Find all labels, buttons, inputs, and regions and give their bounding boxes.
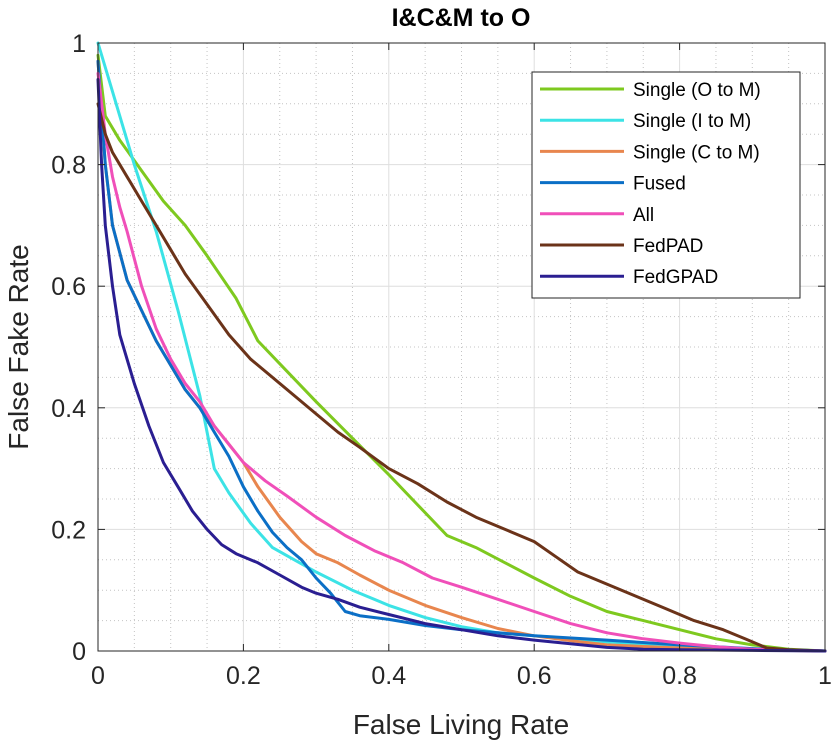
- legend-label-7: FedGPAD: [633, 267, 718, 288]
- y-tick-label: 0.2: [51, 516, 86, 544]
- chart-title: I&C&M to O: [392, 4, 531, 32]
- x-tick-label: 0.2: [226, 662, 261, 690]
- series-line-4: [96, 59, 827, 653]
- series-line-7: [96, 78, 827, 653]
- minor-grid: [98, 43, 825, 651]
- x-tick-label: 0: [91, 662, 105, 690]
- y-tick-label: 0.4: [51, 395, 86, 423]
- y-tick-labels: 0 0.2 0.4 0.6 0.8 1: [51, 30, 86, 666]
- y-tick-label: 1: [72, 30, 86, 58]
- y-tick-label: 0.6: [51, 273, 86, 301]
- legend-label-3: Single (C to M): [633, 142, 760, 163]
- y-tick-label: 0.8: [51, 152, 86, 180]
- x-tick-labels: 0 0.2 0.4 0.6 0.8 1: [91, 662, 831, 690]
- series-layer: [96, 41, 827, 653]
- y-tick-label: 0: [72, 638, 86, 666]
- legend: Single (O to M) Single (I to M) Single (C …: [531, 71, 801, 299]
- series-line-1: [96, 53, 827, 653]
- tick-marks: [97, 42, 826, 652]
- legend-box: [531, 71, 801, 299]
- x-tick-label: 0.4: [371, 662, 406, 690]
- x-tick-label: 0.6: [517, 662, 552, 690]
- series-line-6: [96, 102, 827, 653]
- y-axis-label: False Fake Rate: [3, 244, 34, 449]
- x-axis-label: False Living Rate: [353, 709, 569, 740]
- legend-label-2: Single (I to M): [633, 111, 751, 132]
- x-tick-label: 0.8: [662, 662, 697, 690]
- plot-frame: [97, 42, 826, 652]
- legend-label-1: Single (O to M): [633, 80, 761, 101]
- x-tick-label: 1: [818, 662, 831, 690]
- legend-label-6: FedPAD: [633, 236, 703, 257]
- series-line-5: [96, 71, 827, 653]
- legend-label-5: All: [633, 205, 654, 226]
- legend-label-4: Fused: [633, 174, 686, 195]
